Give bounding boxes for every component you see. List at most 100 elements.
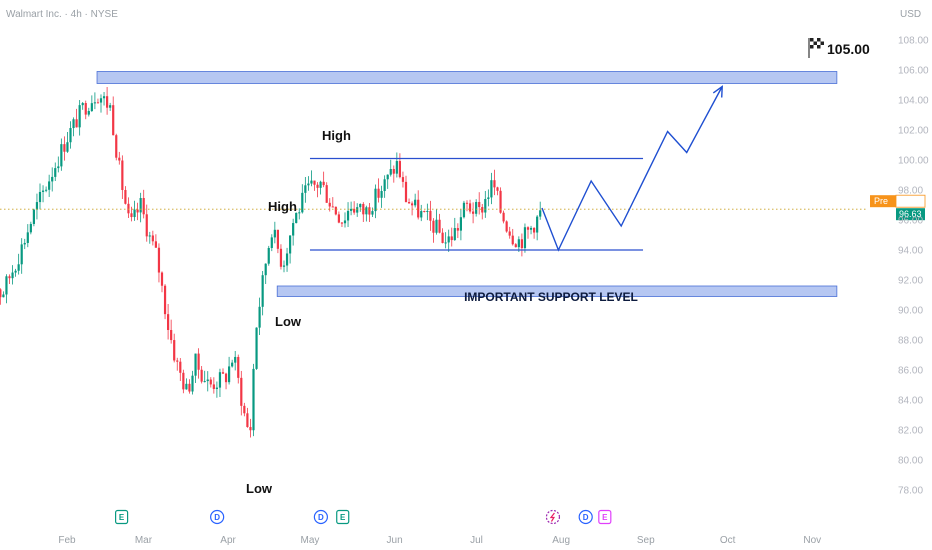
candle — [319, 180, 322, 195]
candle-body — [130, 213, 133, 218]
candle-body — [179, 361, 182, 373]
candle — [249, 418, 252, 438]
candle-body — [231, 362, 234, 367]
candle — [505, 220, 508, 233]
candle-body — [298, 212, 301, 214]
candle-body — [517, 239, 520, 248]
candle — [185, 378, 188, 390]
candle-body — [148, 235, 151, 237]
dividend-icon[interactable] — [313, 509, 328, 525]
lines-layer — [0, 85, 868, 252]
candle-body — [84, 103, 87, 115]
candle — [313, 180, 316, 191]
earnings-icon[interactable] — [114, 509, 129, 525]
candle-body — [203, 381, 206, 383]
candle-body — [224, 373, 228, 383]
candle — [270, 234, 273, 252]
high-label: High — [322, 128, 351, 143]
candle-body — [185, 383, 188, 390]
candle — [84, 100, 87, 120]
candle — [115, 133, 118, 161]
y-tick-label: 86.00 — [898, 366, 923, 377]
candle — [160, 271, 164, 293]
candle — [368, 203, 371, 223]
y-tick-label: 102.00 — [898, 126, 929, 137]
candle — [435, 209, 438, 235]
candle-body — [191, 375, 194, 392]
event-marker-earnings-future[interactable]: E — [598, 509, 612, 525]
candle-body — [325, 185, 328, 203]
last-price-label: 96.63 — [899, 209, 922, 219]
candle — [350, 201, 353, 216]
candle — [456, 223, 459, 239]
earnings-icon[interactable] — [598, 509, 612, 525]
candle-body — [337, 214, 340, 223]
candle-body — [167, 314, 170, 330]
candle-body — [285, 253, 289, 266]
candle-body — [465, 202, 469, 204]
candle — [57, 156, 60, 173]
candle — [194, 353, 197, 383]
candle-body — [54, 168, 57, 177]
candle — [29, 221, 32, 235]
event-marker-dividend[interactable]: D — [578, 509, 593, 525]
candle — [392, 165, 395, 183]
event-label: D — [318, 513, 324, 522]
candle — [462, 200, 466, 219]
candle-body — [273, 229, 276, 238]
candle — [63, 136, 66, 161]
candle-body — [398, 161, 401, 178]
candle — [417, 190, 420, 220]
candle — [426, 203, 429, 221]
candle-body — [23, 242, 26, 245]
event-marker-dividend[interactable]: D — [313, 509, 328, 525]
candle — [273, 221, 276, 244]
candle — [282, 260, 286, 273]
candle-body — [395, 161, 398, 174]
dividend-icon[interactable] — [578, 509, 593, 525]
candle-body — [533, 227, 536, 233]
candle-body — [8, 276, 11, 279]
flag-cell — [813, 41, 817, 45]
candle-body — [304, 185, 307, 193]
zones-layer — [96, 71, 838, 297]
candle-body — [319, 181, 322, 188]
candle — [407, 198, 411, 204]
event-label: D — [583, 513, 589, 522]
candle — [221, 368, 225, 375]
candle — [520, 233, 523, 257]
earnings-icon[interactable] — [336, 509, 350, 525]
candle-body — [75, 119, 78, 128]
candle-body — [505, 221, 508, 232]
candle-body — [139, 198, 142, 213]
y-tick-label: 98.00 — [898, 186, 923, 197]
candle — [478, 192, 481, 215]
dividend-icon[interactable] — [210, 509, 225, 525]
candle-body — [459, 217, 462, 231]
candle-body — [246, 413, 249, 428]
candle — [26, 224, 29, 248]
event-marker-earnings[interactable]: E — [336, 509, 350, 525]
event-marker-earnings[interactable]: E — [114, 509, 129, 525]
candle — [526, 226, 530, 239]
candle-body — [41, 190, 45, 192]
candle — [472, 202, 475, 224]
candle — [81, 102, 84, 110]
event-marker-split-icon[interactable] — [545, 509, 561, 525]
candle-body — [276, 229, 279, 249]
x-tick-label: Sep — [637, 535, 655, 546]
x-tick-label: Oct — [720, 535, 736, 546]
event-marker-dividend[interactable]: D — [210, 509, 225, 525]
candle — [340, 222, 344, 228]
candle — [331, 197, 334, 208]
candle-body — [252, 368, 255, 431]
y-tick-label: 108.00 — [898, 36, 929, 47]
candle — [459, 209, 462, 241]
candle — [499, 187, 502, 214]
low-label: Low — [246, 481, 273, 496]
candle-body — [14, 270, 17, 273]
candles-layer — [0, 86, 542, 438]
